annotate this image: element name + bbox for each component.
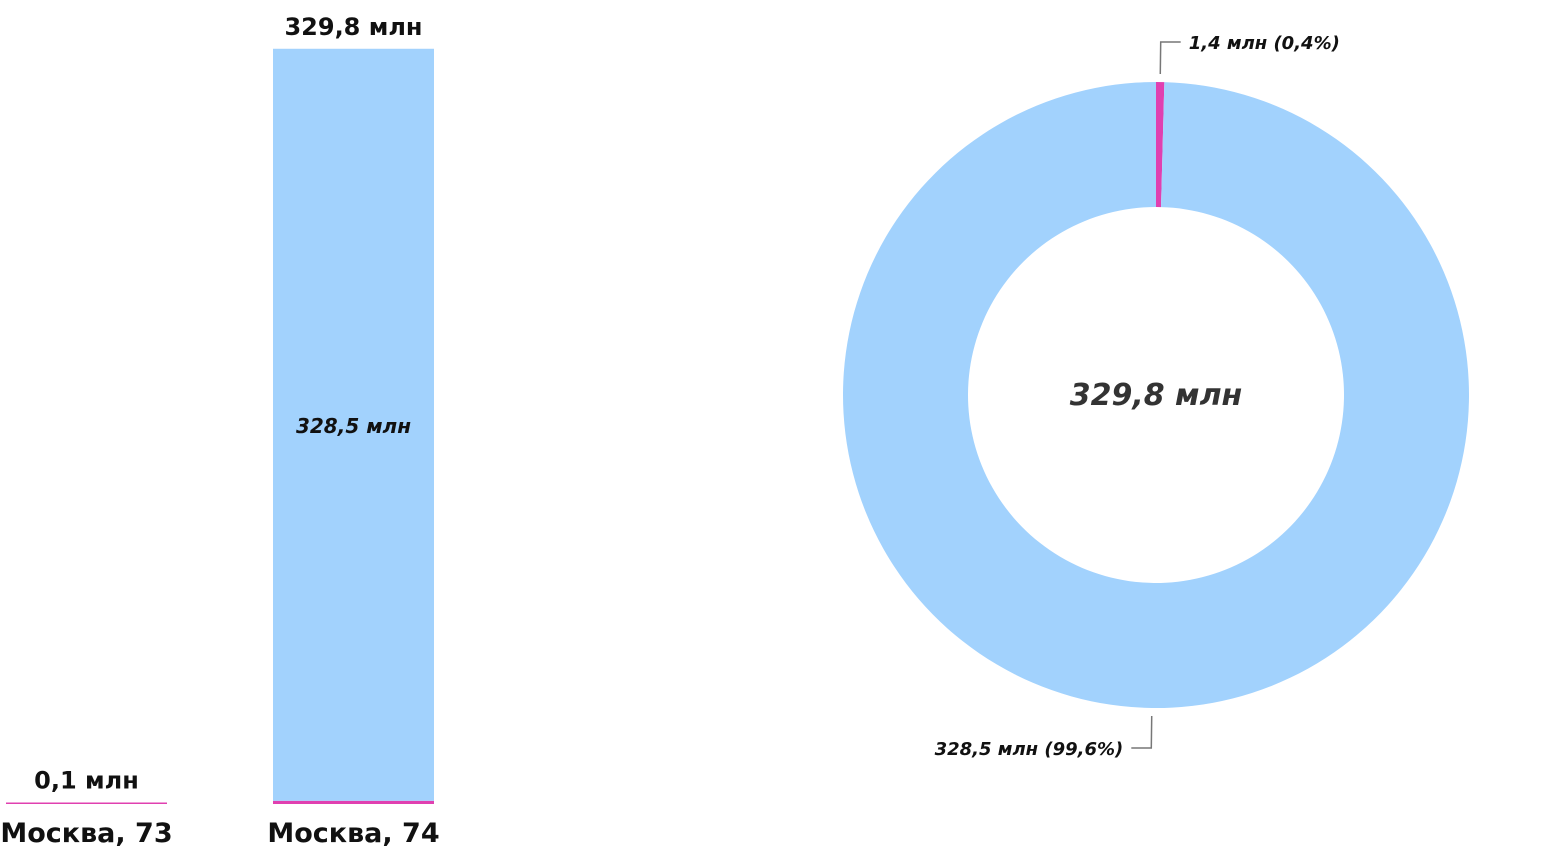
bar-segment-label: 328,5 млн [296,414,411,438]
donut-slice [1156,82,1165,208]
donut-slice-label: 1,4 млн (0,4%) [1189,33,1340,54]
bar-segment [6,802,167,804]
bar-total-label: 0,1 млн [34,767,139,795]
category-label: Москва, 73 [0,818,172,847]
bar-segment [273,48,434,801]
donut-center-label: 329,8 млн [1070,378,1243,413]
donut-chart: 329,8 млн 1,4 млн (0,4%) 328,5 млн (99,6%) [843,33,1470,760]
bar-total-label: 329,8 млн [284,13,422,41]
donut-leader-line [1131,715,1153,749]
donut-slice-label: 328,5 млн (99,6%) [935,739,1124,760]
category-label: Москва, 74 [267,818,439,847]
donut-leader-line [1159,41,1181,75]
bar-segment [273,800,434,804]
donut-slice [843,82,1470,709]
stacked-bar-chart: 0,1 млн Москва, 73 329,8 млн 328,5 млн Москв… [0,13,439,847]
